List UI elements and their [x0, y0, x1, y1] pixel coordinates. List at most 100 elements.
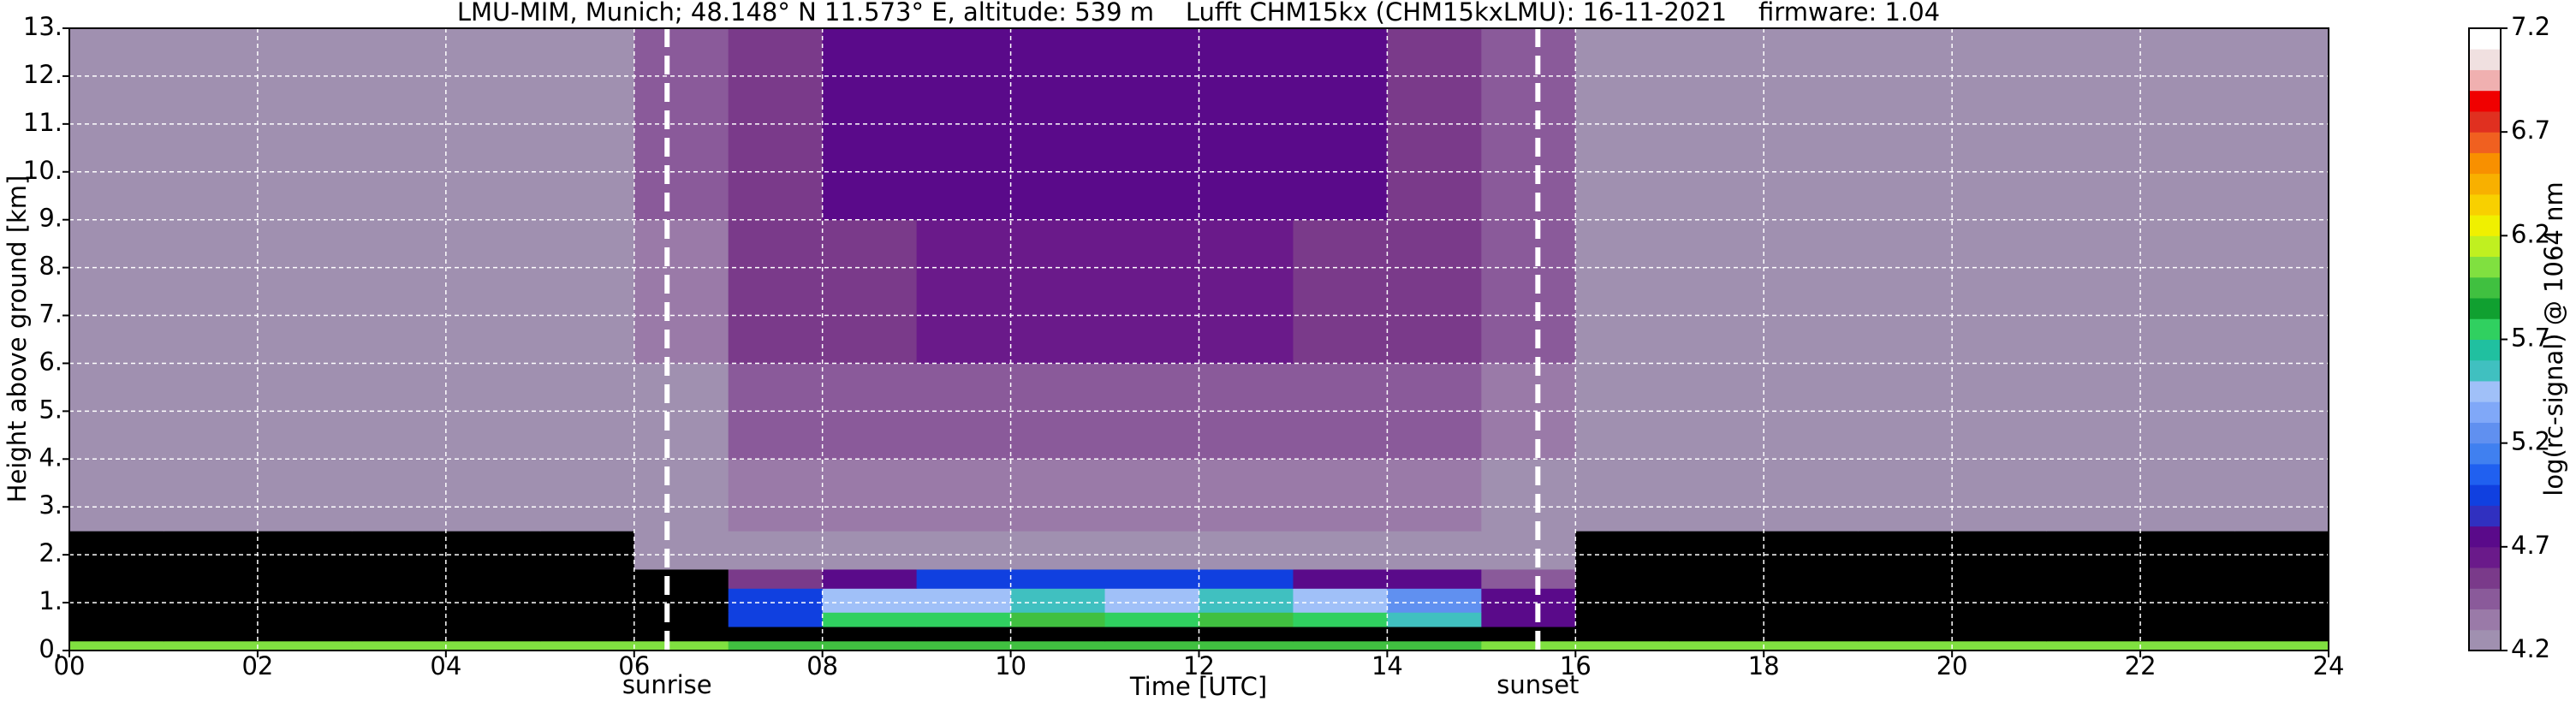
- heatmap-cell: [1575, 640, 1670, 651]
- heatmap-cell: [1481, 219, 1576, 364]
- heatmap-cell: [822, 640, 918, 651]
- heatmap-cell: [539, 568, 635, 589]
- heatmap-cell: [1575, 612, 1670, 627]
- heatmap-cell: [445, 627, 541, 642]
- heatmap-cell: [351, 459, 447, 532]
- heatmap-cell: [1952, 568, 2047, 589]
- colorbar-swatch: [2469, 339, 2501, 361]
- y-axis-label: Height above ground [km]: [3, 175, 32, 503]
- colorbar-swatch: [2469, 28, 2501, 50]
- heatmap-cell: [163, 568, 259, 589]
- x-axis-label: Time [UTC]: [1129, 672, 1267, 701]
- heatmap-cell: [1764, 459, 1859, 532]
- heatmap-cell: [1481, 531, 1576, 570]
- heatmap-cell: [1952, 588, 2047, 613]
- colorbar-swatch: [2469, 567, 2501, 589]
- colorbar-swatch: [2469, 69, 2501, 92]
- heatmap-cell: [1199, 568, 1294, 589]
- colorbar-swatch: [2469, 609, 2501, 631]
- heatmap-cell: [1858, 627, 1953, 642]
- heatmap-cell: [539, 588, 635, 613]
- heatmap-cell: [1199, 612, 1294, 627]
- heatmap-cell: [539, 219, 635, 364]
- heatmap-cell: [539, 627, 635, 642]
- heatmap-cell: [1764, 568, 1859, 589]
- heatmap-cell: [445, 588, 541, 613]
- heatmap-cell: [257, 219, 353, 364]
- x-tick-label: 08: [806, 651, 838, 680]
- colorbar-label: log(rc-signal) @ 1064 nm: [2539, 181, 2568, 496]
- heatmap-cell: [2234, 219, 2329, 364]
- heatmap-cell: [822, 219, 918, 364]
- heatmap-cell: [351, 531, 447, 570]
- heatmap-cell: [2046, 627, 2141, 642]
- heatmap-cell: [728, 627, 824, 642]
- heatmap-cell: [822, 627, 918, 642]
- heatmap-cell: [2234, 640, 2329, 651]
- y-tick-label: 2.: [39, 538, 62, 567]
- heatmap-cell: [2140, 612, 2235, 627]
- heatmap-cell: [1764, 588, 1859, 613]
- heatmap-cell: [728, 459, 824, 532]
- colorbar-swatch: [2469, 380, 2501, 402]
- heatmap-cell: [634, 627, 729, 642]
- x-tick-label: 14: [1371, 651, 1403, 680]
- colorbar-swatch: [2469, 173, 2501, 195]
- heatmap-cell: [822, 531, 918, 570]
- heatmap-cell: [257, 640, 353, 651]
- colorbar-swatch: [2469, 215, 2501, 236]
- heatmap-cell: [539, 612, 635, 627]
- heatmap-cell: [1293, 219, 1388, 364]
- y-tick-label: 10.: [23, 156, 62, 185]
- heatmap-cell: [1199, 363, 1294, 460]
- heatmap-cell: [1010, 459, 1106, 532]
- heatmap-cell: [2234, 459, 2329, 532]
- heatmap-cell: [1010, 568, 1106, 589]
- heatmap-cell: [822, 612, 918, 627]
- heatmap-cell: [351, 219, 447, 364]
- heatmap-cell: [351, 640, 447, 651]
- y-tick-label: 7.: [39, 300, 62, 329]
- heatmap-cell: [1199, 219, 1294, 364]
- heatmap-cell: [2140, 531, 2235, 570]
- y-tick-label: 12.: [23, 60, 62, 89]
- heatmap-cell: [2234, 612, 2329, 627]
- colorbar-swatch: [2469, 276, 2501, 299]
- heatmap-cell: [69, 640, 164, 651]
- colorbar-swatch: [2469, 110, 2501, 133]
- heatmap-cell: [728, 28, 824, 221]
- heatmap-cell: [1669, 219, 1764, 364]
- heatmap-cell: [69, 531, 164, 570]
- heatmap-cell: [257, 459, 353, 532]
- heatmap-cell: [1293, 568, 1388, 589]
- heatmap-cell: [2140, 219, 2235, 364]
- colorbar-swatch: [2469, 152, 2501, 175]
- heatmap-cell: [916, 531, 1012, 570]
- heatmap-cell: [634, 219, 729, 364]
- y-tick-label: 5.: [39, 395, 62, 424]
- heatmap-cell: [445, 219, 541, 364]
- x-tick-label: 22: [2125, 651, 2157, 680]
- heatmap-cell: [634, 588, 729, 613]
- heatmap-cell: [1669, 588, 1764, 613]
- heatmap-cell: [69, 459, 164, 532]
- heatmap-cell: [728, 588, 824, 613]
- heatmap-cell: [822, 363, 918, 460]
- heatmap-cell: [2140, 459, 2235, 532]
- heatmap-cell: [351, 588, 447, 613]
- heatmap-cell: [2046, 612, 2141, 627]
- colorbar-swatch: [2469, 526, 2501, 548]
- y-tick-label: 11.: [23, 108, 62, 137]
- annotation-label: sunrise: [622, 670, 712, 699]
- heatmap-cell: [1764, 640, 1859, 651]
- heatmap-cell: [1104, 627, 1199, 642]
- heatmap-cell: [1575, 568, 1670, 589]
- heatmap-cell: [2140, 568, 2235, 589]
- heatmap-cell: [2234, 568, 2329, 589]
- y-tick-label: 1.: [39, 586, 62, 615]
- heatmap-cell: [1293, 612, 1388, 627]
- colorbar-swatch: [2469, 235, 2501, 258]
- chart-title: LMU-MIM, Munich; 48.148° N 11.573° E, al…: [457, 0, 1940, 27]
- colorbar-swatch: [2469, 132, 2501, 153]
